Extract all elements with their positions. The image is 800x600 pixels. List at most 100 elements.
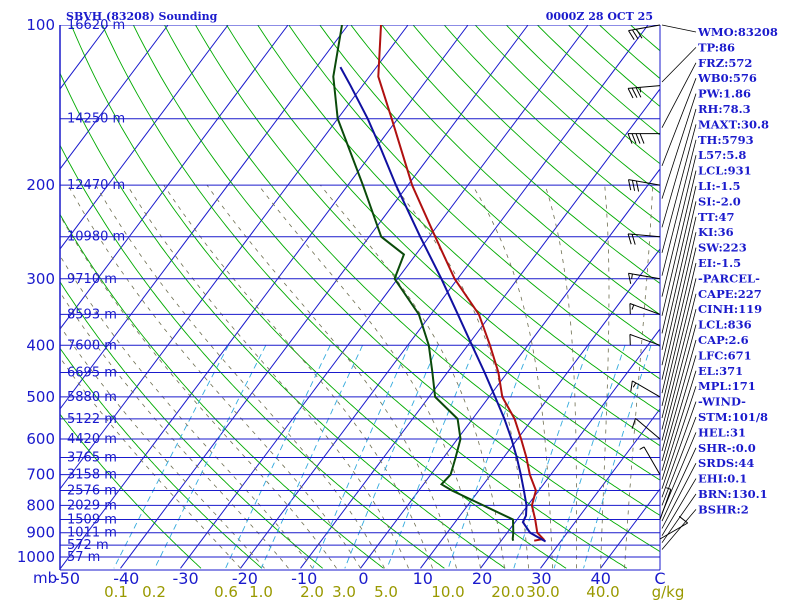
wind-barb <box>630 380 661 398</box>
index-entry: WMO:83208 <box>697 25 778 39</box>
index-entry: LFC:671 <box>698 348 752 362</box>
index-leader-line <box>661 262 697 406</box>
wind-barb <box>629 333 661 346</box>
mixing-ratio-line <box>386 345 477 569</box>
moist-adiabat <box>95 184 385 569</box>
wind-barb <box>629 303 661 315</box>
temperature-tick-label: -40 <box>113 569 139 588</box>
dry-adiabat <box>70 25 567 569</box>
mixing-ratio-line <box>225 345 331 569</box>
temperature-tick-label: -50 <box>54 569 80 588</box>
wind-barb <box>639 446 661 475</box>
index-leader-line <box>661 155 697 297</box>
pressure-tick-label: 300 <box>26 270 55 288</box>
index-entry: CAP:2.6 <box>698 333 749 347</box>
isotherm <box>60 25 289 330</box>
index-leader-line <box>661 247 697 394</box>
mixing-ratio-line <box>312 345 410 569</box>
index-leader-line <box>661 47 697 83</box>
moist-adiabat <box>544 184 577 569</box>
index-leader-line <box>661 324 697 452</box>
index-leader-line <box>661 339 697 462</box>
moist-adiabat <box>126 184 409 569</box>
index-leader-line <box>661 309 697 441</box>
height-label: 2029 m <box>67 498 117 513</box>
mixing-ratio-label: 30.0 <box>526 583 559 600</box>
height-label: 3158 m <box>67 468 117 483</box>
mixing-ratio-line <box>513 345 590 569</box>
mixing-ratio-line <box>344 345 439 569</box>
height-label: 12470 m <box>67 178 125 193</box>
index-entry: -WIND- <box>698 395 746 409</box>
dry-adiabat <box>381 25 660 284</box>
index-entry: STM:101/8 <box>698 410 768 424</box>
index-leader-line <box>661 78 697 167</box>
mixing-ratio-label: g/kg <box>652 583 685 600</box>
moist-adiabat <box>60 357 241 569</box>
mixing-ratio-line <box>260 345 363 569</box>
index-entry: TP:86 <box>698 40 735 54</box>
index-entry: SHR-:0.0 <box>698 441 756 455</box>
index-entry: MPL:171 <box>698 379 756 393</box>
height-label: 7600 m <box>67 338 117 353</box>
temperature-tick-label: 40 <box>591 569 611 588</box>
index-entry: EL:371 <box>698 364 743 378</box>
isotherm <box>60 25 349 410</box>
index-entry: SI:-2.0 <box>698 194 741 208</box>
series-temperature <box>377 25 546 542</box>
height-label: 5880 m <box>67 390 117 405</box>
index-entry: BSHR:2 <box>698 502 749 516</box>
moist-adiabat <box>624 185 654 569</box>
index-leader-line <box>661 386 697 489</box>
index-leader-line <box>661 24 697 33</box>
index-entry: SW:223 <box>698 241 747 255</box>
index-leader-line <box>661 124 697 253</box>
series-dewpoint <box>332 25 515 541</box>
index-leader-line <box>661 478 697 536</box>
wind-barb <box>628 272 661 284</box>
index-leader-line <box>661 232 697 380</box>
dry-adiabat <box>60 144 445 569</box>
dry-adiabat <box>412 25 660 254</box>
pressure-tick-label: 900 <box>26 524 55 542</box>
moist-adiabat <box>258 184 481 569</box>
index-leader-line <box>661 278 697 419</box>
height-label: 6695 m <box>67 366 117 381</box>
index-entry: SRDS:44 <box>698 456 754 470</box>
mixing-ratio-line <box>154 345 267 569</box>
index-leader-line <box>661 463 697 529</box>
index-leader-line <box>661 139 697 276</box>
index-leader-line <box>661 185 697 334</box>
temperature-tick-label: -20 <box>232 569 258 588</box>
dry-adiabat <box>288 25 660 380</box>
temperature-tick-label: 0 <box>358 569 368 588</box>
mixing-ratio-label: 3.0 <box>332 583 356 600</box>
mixing-ratio-line <box>583 345 652 569</box>
wind-barb <box>627 233 661 245</box>
index-leader-line <box>661 216 697 366</box>
height-label: 57 m <box>67 550 100 565</box>
series-parcel-path <box>339 66 547 543</box>
height-label: 1509 m <box>67 513 117 528</box>
dry-adiabat <box>132 25 660 553</box>
index-entry: LI:-1.5 <box>698 179 741 193</box>
mixing-ratio-label: 5.0 <box>374 583 398 600</box>
background-lines <box>60 25 660 569</box>
moist-adiabat <box>163 184 433 569</box>
dry-adiabat <box>319 25 660 348</box>
index-entry: FRZ:572 <box>698 56 752 70</box>
height-label: 5122 m <box>67 412 117 427</box>
index-entry: EI:-1.5 <box>698 256 741 270</box>
wind-barb <box>628 24 661 40</box>
index-entry: EHI:0.1 <box>698 472 747 486</box>
wind-barb <box>627 85 661 99</box>
index-entry: LCL:931 <box>698 164 752 178</box>
temperature-tick-label: C <box>654 569 665 588</box>
index-leader-line <box>661 432 697 514</box>
moist-adiabat <box>600 185 610 569</box>
pressure-tick-label: 100 <box>26 16 55 34</box>
isotherm <box>240 25 649 569</box>
pressure-tick-label: 200 <box>26 176 55 194</box>
isotherm <box>60 25 229 250</box>
